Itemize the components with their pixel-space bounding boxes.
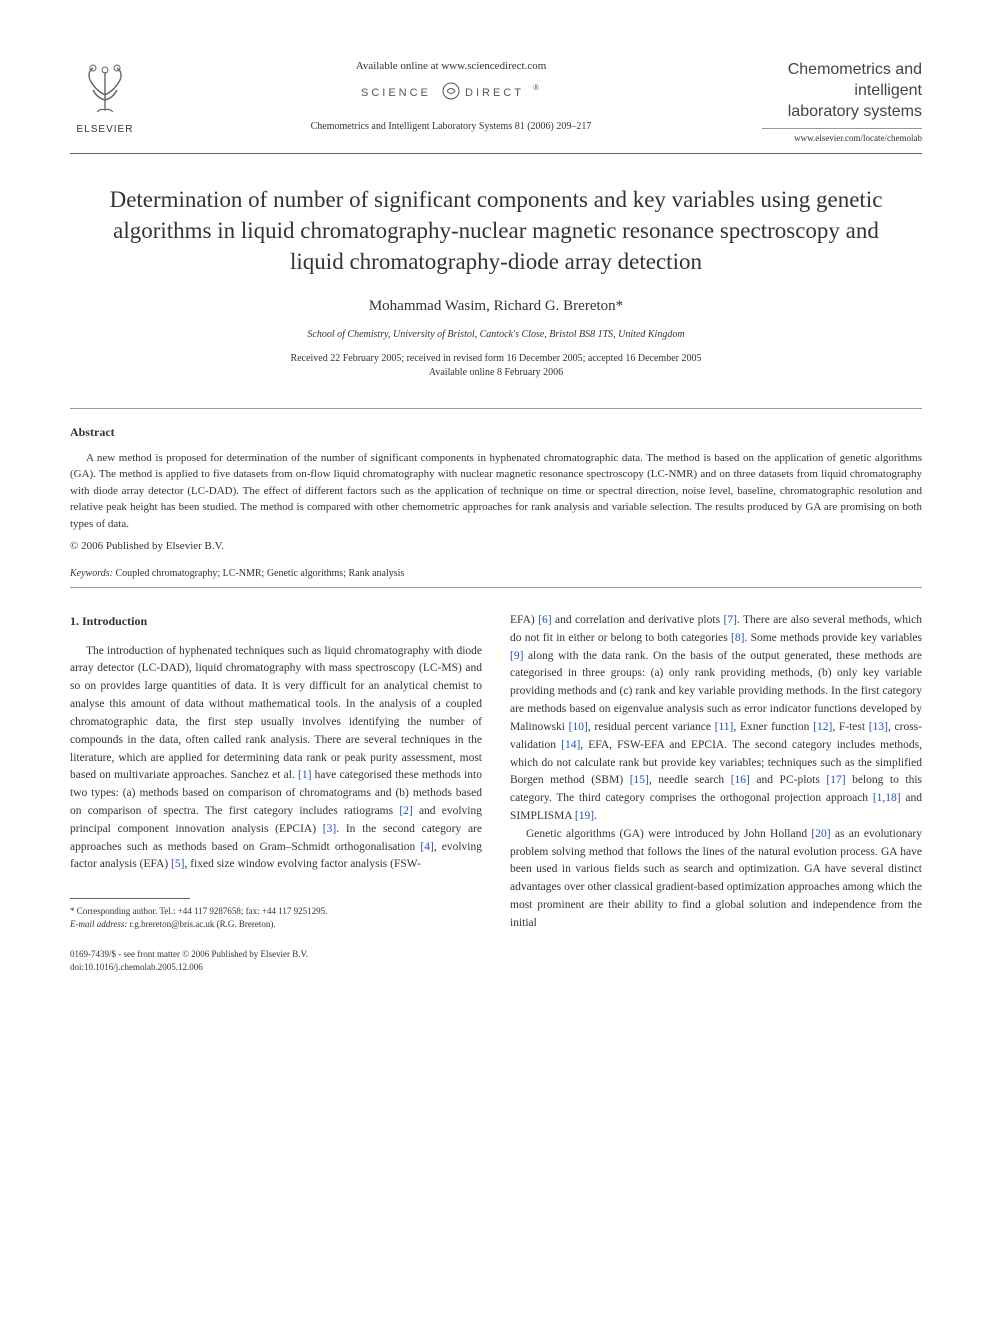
header-rule — [70, 153, 922, 154]
text-run: , F-test — [832, 721, 868, 733]
ref-link-15[interactable]: [15] — [630, 774, 649, 786]
text-run: as an evolutionary problem solving metho… — [510, 828, 922, 929]
intro-paragraph-1-cont: EFA) [6] and correlation and derivative … — [510, 612, 922, 826]
journal-brand-title: Chemometrics and intelligent laboratory … — [762, 60, 922, 122]
text-run: and PC-plots — [750, 774, 826, 786]
journal-brand: Chemometrics and intelligent laboratory … — [762, 60, 922, 143]
text-run: , fixed size window evolving factor anal… — [184, 858, 420, 870]
text-run: and correlation and derivative plots — [552, 614, 724, 626]
text-run: , Exner function — [733, 721, 813, 733]
ref-link-5[interactable]: [5] — [171, 858, 184, 870]
doi-block: 0169-7439/$ - see front matter © 2006 Pu… — [70, 948, 482, 973]
copyright: © 2006 Published by Elsevier B.V. — [70, 540, 922, 552]
ref-link-2[interactable]: [2] — [399, 805, 412, 817]
text-run: Genetic algorithms (GA) were introduced … — [526, 828, 811, 840]
ref-link-19[interactable]: [19] — [575, 810, 594, 822]
elsevier-tree-icon — [75, 60, 135, 120]
footnote-corr: * Corresponding author. Tel.: +44 117 92… — [70, 905, 482, 918]
footnote-rule — [70, 898, 190, 899]
journal-url: www.elsevier.com/locate/chemolab — [762, 128, 922, 143]
ref-link-3[interactable]: [3] — [323, 823, 336, 835]
text-run: , needle search — [649, 774, 731, 786]
svg-text:DIRECT: DIRECT — [465, 87, 524, 99]
intro-paragraph-1: The introduction of hyphenated technique… — [70, 643, 482, 875]
ref-link-10[interactable]: [10] — [569, 721, 588, 733]
footnote-email: r.g.brereton@bris.ac.uk (R.G. Brereton). — [130, 919, 276, 929]
ref-link-11[interactable]: [11] — [715, 721, 734, 733]
dates-line-2: Available online 8 February 2006 — [429, 367, 563, 378]
abstract-bottom-rule — [70, 587, 922, 588]
brand-line-3: laboratory systems — [788, 103, 922, 120]
elsevier-logo: ELSEVIER — [70, 60, 140, 140]
keywords-label: Keywords: — [70, 568, 113, 579]
body-columns: 1. Introduction The introduction of hyph… — [70, 612, 922, 974]
brand-line-1: Chemometrics and — [788, 61, 922, 78]
dates-line-1: Received 22 February 2005; received in r… — [291, 353, 702, 364]
keywords-text: Coupled chromatography; LC-NMR; Genetic … — [115, 568, 404, 579]
ref-link-20[interactable]: [20] — [811, 828, 830, 840]
ref-link-9[interactable]: [9] — [510, 650, 523, 662]
section-1-heading: 1. Introduction — [70, 612, 482, 631]
ref-link-17[interactable]: [17] — [826, 774, 845, 786]
text-run: , residual percent variance — [588, 721, 715, 733]
available-online-text: Available online at www.sciencedirect.co… — [160, 60, 742, 72]
ref-link-13[interactable]: [13] — [869, 721, 888, 733]
abstract-top-rule — [70, 408, 922, 409]
column-left: 1. Introduction The introduction of hyph… — [70, 612, 482, 974]
ref-link-14[interactable]: [14] — [561, 739, 580, 751]
article-dates: Received 22 February 2005; received in r… — [70, 352, 922, 380]
authors: Mohammad Wasim, Richard G. Brereton* — [70, 298, 922, 315]
article-title: Determination of number of significant c… — [90, 184, 902, 277]
science-direct-logo: SCIENCE DIRECT ® — [160, 80, 742, 109]
ref-link-12[interactable]: [12] — [813, 721, 832, 733]
ref-link-4[interactable]: [4] — [420, 841, 433, 853]
journal-reference: Chemometrics and Intelligent Laboratory … — [160, 121, 742, 132]
corresponding-author-footnote: * Corresponding author. Tel.: +44 117 92… — [70, 905, 482, 930]
footnote-email-line: E-mail address: r.g.brereton@bris.ac.uk … — [70, 918, 482, 931]
page-header: ELSEVIER Available online at www.science… — [70, 60, 922, 143]
ref-link-8[interactable]: [8] — [731, 632, 744, 644]
ref-link-18[interactable]: [1,18] — [873, 792, 901, 804]
svg-text:SCIENCE: SCIENCE — [361, 87, 431, 99]
brand-line-2: intelligent — [854, 82, 922, 99]
front-matter-line: 0169-7439/$ - see front matter © 2006 Pu… — [70, 948, 482, 961]
ref-link-6[interactable]: [6] — [538, 614, 551, 626]
abstract-text: A new method is proposed for determinati… — [70, 450, 922, 533]
doi-line: doi:10.1016/j.chemolab.2005.12.006 — [70, 961, 482, 974]
intro-paragraph-2: Genetic algorithms (GA) were introduced … — [510, 826, 922, 933]
column-right: EFA) [6] and correlation and derivative … — [510, 612, 922, 974]
ref-link-1[interactable]: [1] — [298, 769, 311, 781]
text-run: EFA) — [510, 614, 538, 626]
keywords: Keywords: Coupled chromatography; LC-NMR… — [70, 568, 922, 579]
ref-link-16[interactable]: [16] — [731, 774, 750, 786]
header-center: Available online at www.sciencedirect.co… — [140, 60, 762, 132]
abstract-heading: Abstract — [70, 425, 922, 440]
affiliation: School of Chemistry, University of Brist… — [70, 329, 922, 340]
ref-link-7[interactable]: [7] — [723, 614, 736, 626]
text-run: The introduction of hyphenated technique… — [70, 645, 482, 782]
text-run: . Some methods provide key variables — [744, 632, 922, 644]
footnote-email-label: E-mail address: — [70, 919, 127, 929]
svg-text:®: ® — [533, 83, 539, 92]
elsevier-name: ELSEVIER — [77, 124, 134, 135]
text-run: . — [594, 810, 597, 822]
